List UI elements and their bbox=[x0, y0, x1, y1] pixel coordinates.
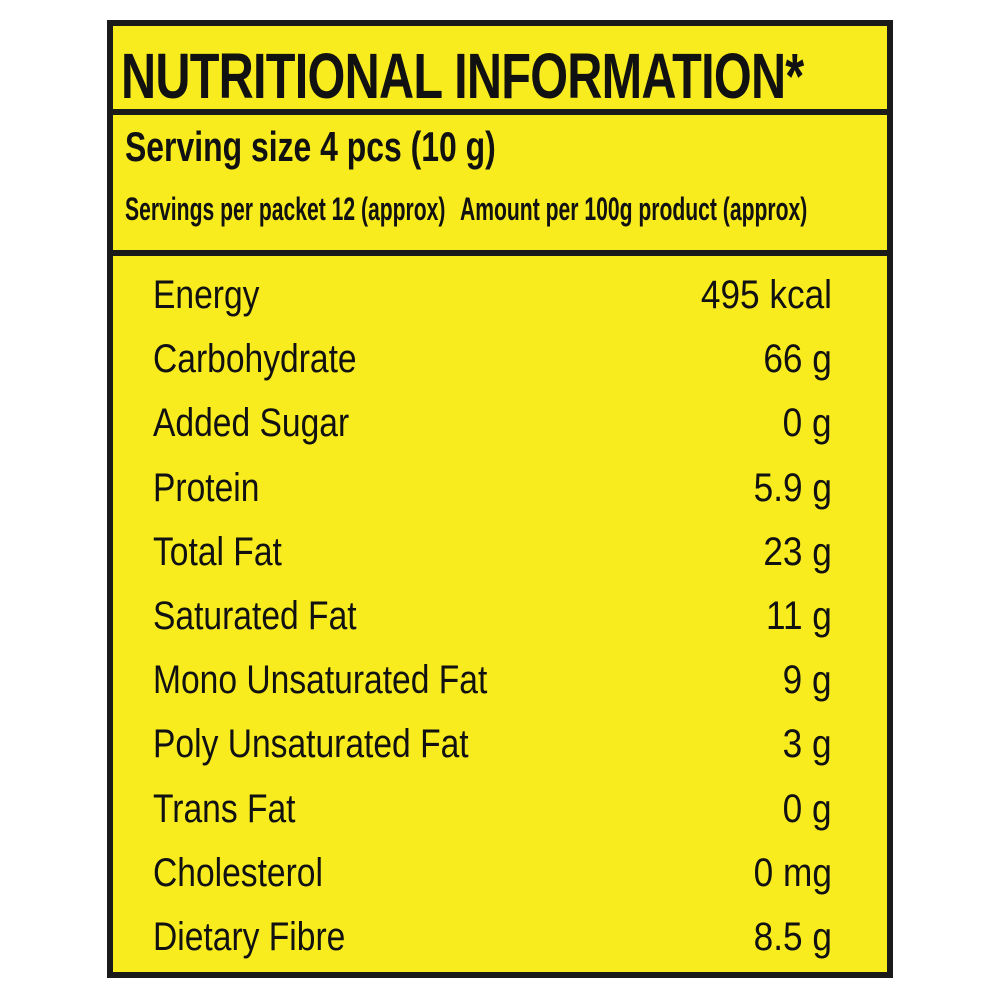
nutrient-value: 495 kcal bbox=[700, 273, 832, 317]
nutrient-row: Added Sugar 0 g bbox=[113, 392, 887, 456]
nutrient-row: Protein 5.9 g bbox=[113, 457, 887, 521]
nutrient-row: Trans Fat 0 g bbox=[113, 778, 887, 842]
nutrient-value: 11 g bbox=[766, 593, 832, 638]
nutrient-row: Saturated Fat 11 g bbox=[113, 585, 887, 649]
nutrient-value: 3 g bbox=[783, 722, 832, 767]
nutrient-name: Protein bbox=[153, 465, 260, 510]
nutrient-row: Dietary Fibre 8.5 g bbox=[113, 906, 887, 970]
amount-basis: Amount per 100g product (approx) bbox=[459, 191, 808, 227]
nutrient-name: Dietary Fibre bbox=[153, 914, 346, 959]
nutrient-name: Energy bbox=[153, 273, 260, 317]
nutrient-name: Added Sugar bbox=[153, 401, 350, 446]
serving-info: Servings per packet 12 (approx) Amount pe… bbox=[125, 189, 822, 229]
nutrient-name: Trans Fat bbox=[153, 786, 296, 831]
nutrient-value: 0 g bbox=[783, 401, 832, 446]
nutrient-row: Cholesterol 0 mg bbox=[113, 842, 887, 906]
nutrient-value: 0 mg bbox=[753, 850, 832, 895]
divider bbox=[113, 109, 887, 115]
nutrient-list: Energy 495 kcal Carbohydrate 66 g Added Suga… bbox=[113, 264, 887, 970]
nutrient-name: Total Fat bbox=[153, 529, 282, 574]
nutrient-name: Mono Unsaturated Fat bbox=[153, 658, 488, 703]
nutrient-value: 0 g bbox=[783, 786, 832, 831]
nutrient-value: 66 g bbox=[763, 337, 832, 382]
nutrient-value: 9 g bbox=[783, 658, 832, 703]
servings-per-packet: Servings per packet 12 (approx) bbox=[125, 191, 446, 227]
nutrient-name: Carbohydrate bbox=[153, 337, 357, 382]
serving-size: Serving size 4 pcs (10 g) bbox=[125, 123, 496, 170]
nutrient-value: 5.9 g bbox=[753, 465, 832, 510]
nutrient-row: Poly Unsaturated Fat 3 g bbox=[113, 713, 887, 777]
nutrient-row: Carbohydrate 66 g bbox=[113, 328, 887, 392]
label-title: NUTRITIONAL INFORMATION* bbox=[121, 40, 804, 112]
nutrient-row: Total Fat 23 g bbox=[113, 521, 887, 585]
nutrient-name: Poly Unsaturated Fat bbox=[153, 722, 469, 767]
nutrient-row: Energy 495 kcal bbox=[113, 264, 887, 328]
nutrient-name: Cholesterol bbox=[153, 850, 323, 895]
nutrient-row: Mono Unsaturated Fat 9 g bbox=[113, 649, 887, 713]
nutrient-value: 23 g bbox=[763, 529, 832, 574]
nutrition-label: NUTRITIONAL INFORMATION* Serving size 4 … bbox=[107, 20, 893, 978]
divider bbox=[113, 250, 887, 256]
nutrient-name: Saturated Fat bbox=[153, 593, 357, 638]
nutrient-value: 8.5 g bbox=[753, 914, 832, 959]
